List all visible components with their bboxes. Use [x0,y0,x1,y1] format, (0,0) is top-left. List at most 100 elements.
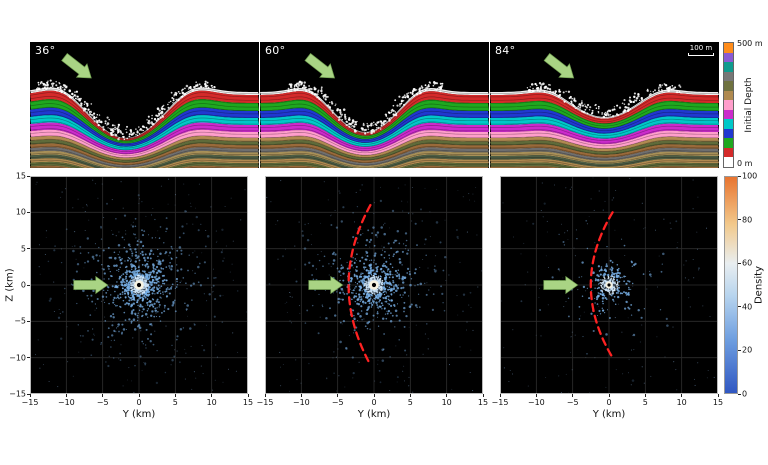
y-tick-label: −15 [9,389,26,399]
y-tick-label: 5 [20,244,26,254]
depth-colorbar-max-label: 500 m [737,39,763,48]
scatter-panel-36deg [30,176,248,394]
x-tick-label: −10 [527,398,545,407]
tick-mark [27,248,30,250]
depth-colorbar-band [724,119,733,129]
tick-mark [738,219,741,221]
tick-mark [482,394,484,397]
cross-section-36deg-svg [30,53,259,168]
tick-mark [681,394,683,397]
x-tick-label: 10 [676,398,687,407]
depth-colorbar-band [724,81,733,91]
tick-mark [138,394,140,397]
x-axis-label-1: Y (km) [122,409,156,420]
x-tick-label: −10 [57,398,75,407]
depth-colorbar-band [724,90,733,101]
x-tick-label: 5 [407,398,413,407]
scale-bar-label: 100 m [689,44,713,52]
x-tick-label: 10 [441,398,452,407]
x-tick-label: 5 [172,398,178,407]
x-tick-label: 15 [242,398,254,407]
x-tick-label: −5 [331,398,344,407]
depth-colorbar-title: Initial Depth [744,77,754,133]
cross-section-84deg-svg [490,53,719,168]
tick-mark [337,394,339,397]
scatter-panel-84deg [500,176,718,394]
x-tick-label: 15 [477,398,489,407]
y-tick-label: 10 [15,207,26,217]
shock-front-curve [347,203,372,367]
depth-colorbar-band [724,157,733,167]
cross-section-panel-36deg: 36° [30,42,259,168]
tick-mark [738,306,741,308]
depth-colorbar-band [724,147,733,158]
x-tick-label: −10 [292,398,310,407]
scatter-36deg-svg [30,176,248,394]
depth-colorbar-band [724,100,733,110]
tick-mark [300,394,302,397]
impact-angle-label-60: 60° [265,44,286,57]
initial-depth-colorbar [723,42,734,168]
tick-mark [27,393,30,395]
tick-mark [29,394,31,397]
depth-colorbar-band [724,109,733,120]
density-tick-label: 80 [742,215,753,225]
depth-colorbar-band [724,138,733,148]
x-tick-label: 0 [606,398,612,407]
tick-mark [446,394,448,397]
tick-mark [717,394,719,397]
tick-mark [65,394,67,397]
impact-angle-label-84: 84° [495,44,516,57]
tick-mark [499,394,501,397]
ejecta-cloud-arrow [308,275,344,295]
tick-mark [535,394,537,397]
tick-mark [102,394,104,397]
cross-section-60deg-svg [260,53,489,168]
scatter-84deg-svg [500,176,718,394]
tick-mark [738,262,741,264]
density-tick-label: 100 [742,171,758,181]
tick-mark [27,284,30,286]
tick-mark [247,394,249,397]
density-tick-label: 60 [742,258,753,268]
x-tick-label: −15 [491,398,509,407]
tick-mark [211,394,213,397]
tick-mark [738,393,741,395]
density-colorbar-title: Density [753,265,765,305]
cross-section-panel-84deg: 84° [490,42,719,168]
depth-colorbar-band [724,62,733,72]
impact-direction-arrow [304,53,336,79]
x-tick-label: 5 [642,398,648,407]
density-tick-label: 20 [742,345,753,355]
y-tick-label: 15 [15,171,26,181]
density-tick-label: 0 [742,389,748,399]
depth-colorbar-band [724,128,733,139]
impact-direction-arrow [61,53,92,79]
y-tick-label: −10 [9,353,26,363]
x-tick-label: −15 [21,398,39,407]
tick-mark [738,349,741,351]
x-axis-label-2: Y (km) [357,409,391,420]
x-tick-label: 10 [206,398,217,407]
x-tick-label: 15 [712,398,724,407]
x-tick-label: −15 [256,398,274,407]
tick-mark [27,211,30,213]
tick-mark [27,320,30,322]
depth-colorbar-band [724,43,733,53]
scatter-panel-60deg [265,176,483,394]
shock-front-curve [589,211,614,359]
depth-colorbar-band [724,71,733,82]
scatter-60deg-svg [265,176,483,394]
x-tick-label: 0 [136,398,142,407]
density-tick-label: 40 [742,302,753,312]
tick-mark [644,394,646,397]
x-tick-label: −5 [96,398,109,407]
tick-mark [27,175,30,177]
depth-colorbar-min-label: 0 m [737,159,753,168]
x-tick-label: −5 [566,398,579,407]
tick-mark [264,394,266,397]
depth-colorbar-band [724,52,733,63]
tick-mark [174,394,176,397]
tick-mark [409,394,411,397]
